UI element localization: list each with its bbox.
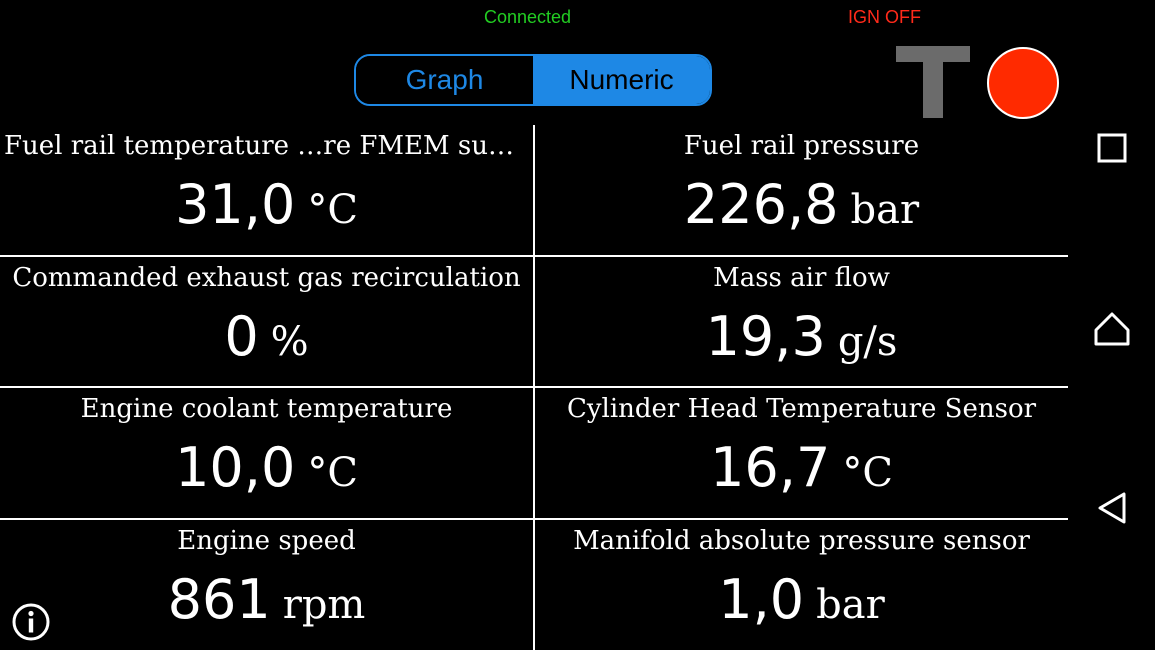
- reading-value: 861: [167, 568, 271, 631]
- reading-unit: °C: [307, 450, 358, 496]
- reading-cell-cylinder-head-temperature[interactable]: Cylinder Head Temperature Sensor 16,7 °C: [535, 388, 1068, 519]
- connection-status: Connected: [484, 7, 572, 27]
- reading-unit: rpm: [282, 582, 366, 628]
- graph-tab[interactable]: Graph: [356, 56, 533, 104]
- reading-unit: bar: [850, 187, 920, 233]
- reading-label: Fuel rail temperature …re FMEM substitut…: [4, 131, 533, 161]
- reading-value-group: 1,0 bar: [535, 568, 1068, 631]
- reading-label: Engine speed: [177, 526, 356, 556]
- back-triangle-icon[interactable]: [1092, 488, 1132, 528]
- reading-value: 31,0: [175, 173, 296, 236]
- info-icon[interactable]: [11, 602, 51, 642]
- reading-unit: °C: [842, 450, 893, 496]
- reading-unit: g/s: [837, 319, 898, 365]
- reading-unit: bar: [816, 582, 885, 628]
- reading-value: 1,0: [718, 568, 805, 631]
- square-icon[interactable]: [1092, 128, 1132, 168]
- reading-value-group: 16,7 °C: [535, 436, 1068, 499]
- home-icon[interactable]: [1092, 308, 1132, 348]
- reading-value: 19,3: [705, 305, 826, 368]
- grid-divider-horizontal: [0, 255, 1068, 257]
- numeric-tab[interactable]: Numeric: [533, 56, 710, 104]
- reading-label: Fuel rail pressure: [683, 131, 920, 161]
- grid-divider-horizontal: [0, 518, 1068, 520]
- reading-value: 16,7: [710, 436, 831, 499]
- system-nav-bar: [1068, 0, 1155, 650]
- reading-cell-egr[interactable]: Commanded exhaust gas recirculation 0%: [0, 257, 533, 388]
- reading-cell-manifold-absolute-pressure[interactable]: Manifold absolute pressure sensor 1,0 bar: [535, 520, 1068, 650]
- reading-label: Manifold absolute pressure sensor: [573, 526, 1030, 556]
- reading-label: Engine coolant temperature: [80, 394, 453, 424]
- reading-cell-fuel-rail-temperature[interactable]: Fuel rail temperature …re FMEM substitut…: [0, 125, 533, 256]
- record-icon[interactable]: [987, 47, 1059, 119]
- reading-value-group: 19,3 g/s: [535, 305, 1068, 368]
- grid-divider-horizontal: [0, 386, 1068, 388]
- reading-value-group: 226,8 bar: [535, 173, 1068, 236]
- reading-value: 0: [224, 305, 259, 368]
- reading-cell-engine-coolant-temperature[interactable]: Engine coolant temperature 10,0 °C: [0, 388, 533, 519]
- reading-value: 226,8: [683, 173, 839, 236]
- reading-unit: %: [270, 319, 309, 365]
- readings-grid: Fuel rail temperature …re FMEM substitut…: [0, 125, 1068, 650]
- reading-cell-engine-speed[interactable]: Engine speed 861 rpm: [0, 520, 533, 650]
- reading-value: 10,0: [175, 436, 296, 499]
- view-toggle: Graph Numeric: [354, 54, 712, 106]
- reading-label: Commanded exhaust gas recirculation: [12, 263, 521, 293]
- reading-cell-mass-air-flow[interactable]: Mass air flow 19,3 g/s: [535, 257, 1068, 388]
- reading-cell-fuel-rail-pressure[interactable]: Fuel rail pressure 226,8 bar: [535, 125, 1068, 256]
- reading-value-group: 10,0 °C: [0, 436, 533, 499]
- reading-value-group: 861 rpm: [0, 568, 533, 631]
- reading-label: Cylinder Head Temperature Sensor: [566, 394, 1037, 424]
- reading-unit: °C: [307, 187, 358, 233]
- t-icon[interactable]: [896, 46, 970, 118]
- reading-value-group: 0%: [0, 305, 533, 368]
- ignition-status: IGN OFF: [848, 7, 921, 27]
- reading-value-group: 31,0 °C: [0, 173, 533, 236]
- reading-label: Mass air flow: [713, 263, 890, 293]
